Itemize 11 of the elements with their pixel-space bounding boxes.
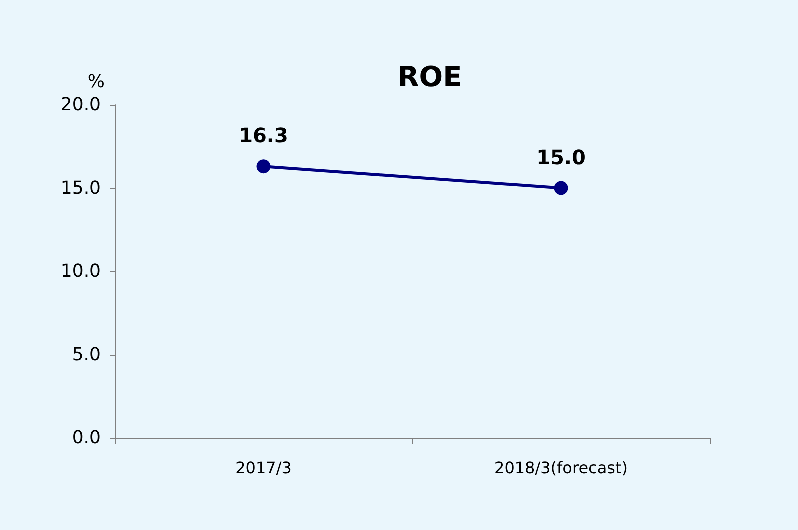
- data-label: 16.3: [239, 124, 288, 148]
- y-tick-label: 20.0: [60, 94, 101, 116]
- y-tick-label: 0.0: [72, 428, 101, 448]
- y-tick-label: 10.0: [60, 261, 101, 282]
- y-axis-title: %: [88, 72, 105, 92]
- y-tick-label: 5.0: [72, 344, 101, 366]
- chart-title: ROE: [398, 60, 462, 94]
- x-tick-label: 2017/3: [236, 458, 292, 478]
- data-label: 15.0: [536, 145, 586, 170]
- y-tick-label: 15.0: [60, 178, 101, 199]
- x-tick-label: 2018/3(forecast): [494, 458, 628, 478]
